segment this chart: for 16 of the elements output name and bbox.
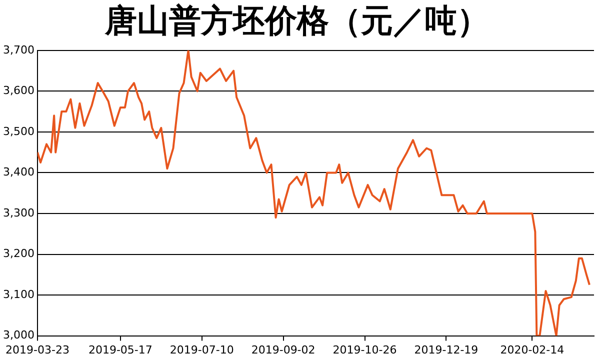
x-tick-label: 2019-03-23 (6, 343, 70, 356)
x-tick-label: 2020-02-14 (500, 343, 564, 356)
y-tick-label: 3,700 (2, 43, 34, 56)
x-tick-label: 2019-05-17 (88, 343, 152, 356)
y-tick-label: 3,100 (2, 288, 34, 301)
y-tick-label: 3,500 (2, 124, 34, 138)
y-tick-label: 3,600 (2, 84, 34, 98)
y-tick-label: 3,000 (2, 328, 34, 342)
x-tick-label: 2019-07-10 (170, 343, 234, 356)
chart-title: 唐山普方坯价格（元／吨） (104, 2, 489, 40)
x-tick-label: 2019-12-19 (414, 343, 478, 356)
y-tick-label: 3,200 (2, 247, 34, 260)
y-tick-label: 3,400 (2, 166, 34, 179)
x-tick-label: 2019-09-02 (251, 343, 316, 356)
x-tick-label: 2019-10-26 (332, 343, 397, 356)
y-tick-label: 3,300 (2, 206, 34, 220)
